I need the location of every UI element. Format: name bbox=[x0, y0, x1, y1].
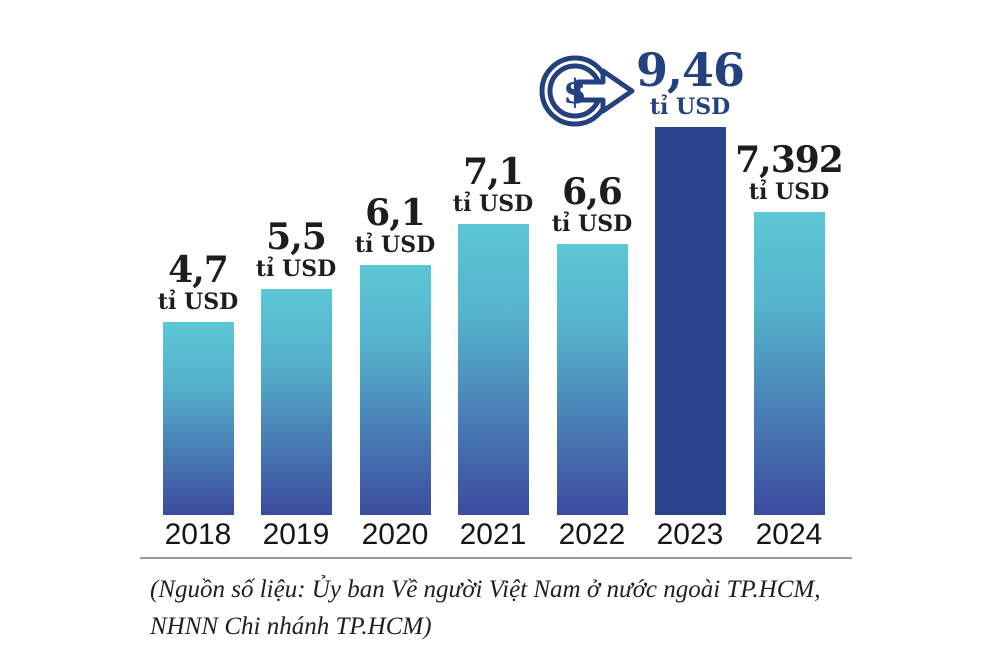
bar-value-label: 5,5 bbox=[266, 216, 327, 259]
bar-value-label: 6,1 bbox=[365, 192, 426, 235]
x-axis-label-2019: 2019 bbox=[262, 518, 330, 551]
bar-group-2024: 7,392 tỉ USD bbox=[729, 142, 849, 515]
bar-value-label: 7,1 bbox=[463, 151, 524, 194]
bar-value-label: 4,7 bbox=[168, 249, 229, 292]
x-axis-label-2023: 2023 bbox=[656, 518, 724, 551]
bar-unit-label: tỉ USD bbox=[157, 288, 239, 315]
bar-group-2018: 4,7 tỉ USD bbox=[138, 252, 258, 515]
x-axis-label-2022: 2022 bbox=[558, 518, 626, 551]
bar-group-2022: 6,6 tỉ USD bbox=[532, 174, 652, 515]
bar bbox=[359, 265, 431, 515]
dollar-circle-arrow-icon: $ bbox=[539, 55, 635, 127]
bar-unit-label: tỉ USD bbox=[255, 255, 337, 282]
x-axis-label-2024: 2024 bbox=[755, 518, 823, 551]
bar-unit-label: tỉ USD bbox=[452, 190, 534, 217]
bar-group-2019: 5,5 tỉ USD bbox=[236, 219, 356, 515]
bar bbox=[654, 127, 726, 515]
bar-value-label: 6,6 bbox=[562, 171, 623, 214]
dollar-sign-glyph: $ bbox=[563, 72, 587, 112]
divider-line bbox=[140, 557, 852, 559]
bar-group-2023: 9,46 tỉ USD bbox=[630, 47, 750, 515]
bar bbox=[556, 244, 628, 515]
x-axis-label-2020: 2020 bbox=[361, 518, 429, 551]
bar bbox=[260, 289, 332, 515]
bar-unit-label: tỉ USD bbox=[551, 210, 633, 237]
source-note-line1: (Nguồn số liệu: Ủy ban Về người Việt Nam… bbox=[150, 576, 821, 603]
x-axis-label-2021: 2021 bbox=[459, 518, 527, 551]
bar-group-2021: 7,1 tỉ USD bbox=[433, 154, 553, 515]
source-note-line2: NHNN Chi nhánh TP.HCM) bbox=[150, 613, 432, 640]
bar bbox=[457, 224, 529, 515]
bar bbox=[753, 212, 825, 515]
x-axis-label-2018: 2018 bbox=[164, 518, 232, 551]
bar-unit-label: tỉ USD bbox=[354, 231, 436, 258]
bar-group-2020: 6,1 tỉ USD bbox=[335, 195, 455, 515]
source-note: (Nguồn số liệu: Ủy ban Về người Việt Nam… bbox=[150, 571, 890, 645]
bar bbox=[162, 322, 234, 515]
bar-value-label: 7,392 bbox=[735, 139, 844, 182]
bar-value-label: 9,46 bbox=[635, 43, 745, 97]
bar-unit-label: tỉ USD bbox=[748, 178, 830, 205]
bar-unit-label: tỉ USD bbox=[649, 93, 731, 120]
